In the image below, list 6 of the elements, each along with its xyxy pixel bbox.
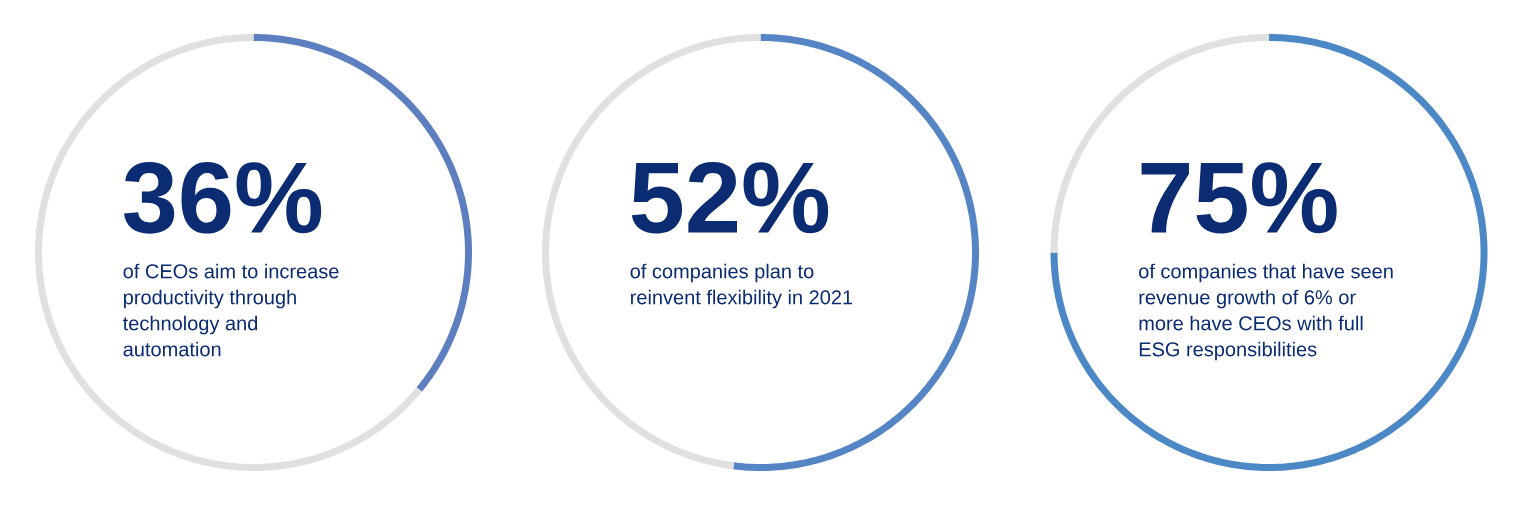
text: 36% — [124, 161, 322, 234]
text: of companies plan to reinvent flexibility in 2021 — [630, 263, 853, 309]
text: of companies that have seen revenue growth of 6% or more have CEOs with full ESG responsibilities — [1139, 263, 1393, 361]
text: of CEOs aim to increase productivity through technology and automation — [123, 263, 339, 357]
text: 75% — [1141, 162, 1337, 234]
text: 52% — [631, 161, 829, 234]
